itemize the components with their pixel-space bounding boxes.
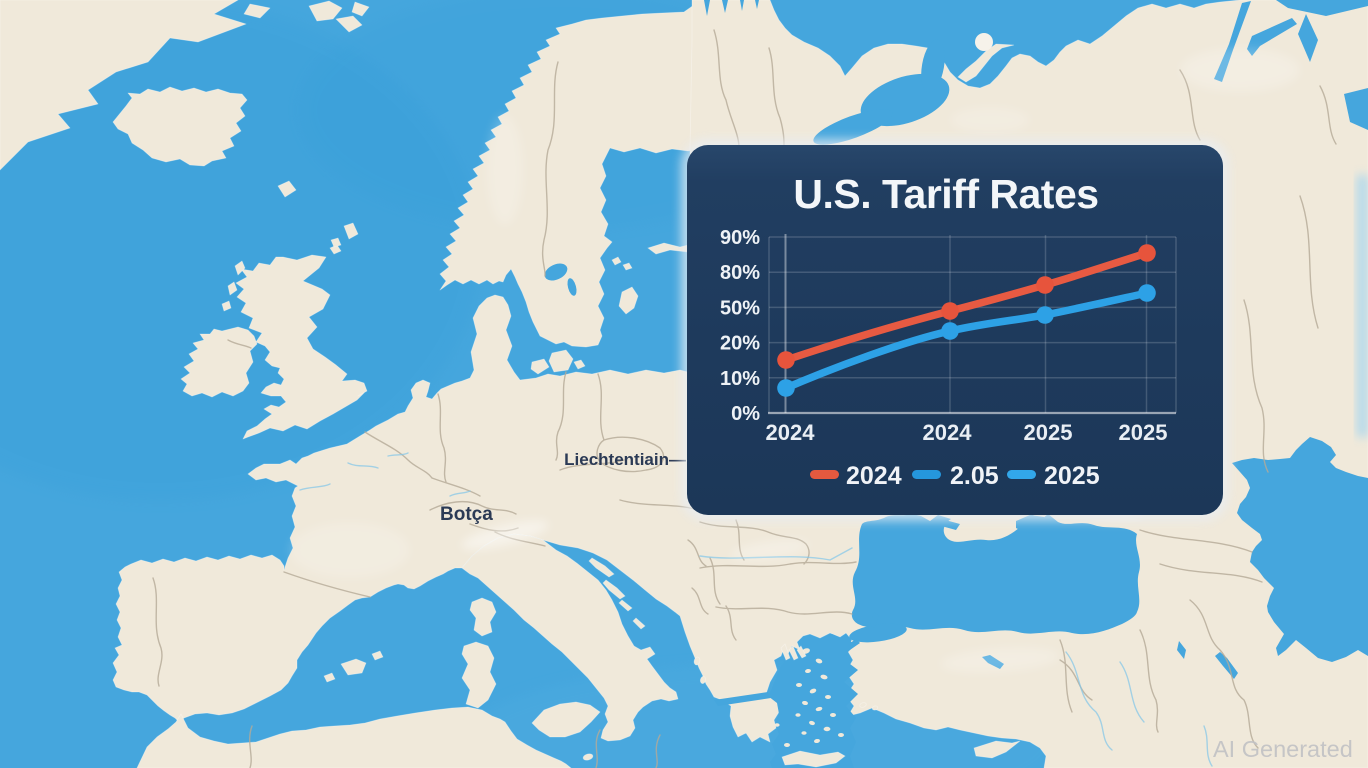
svg-text:2.05: 2.05 xyxy=(950,462,999,490)
svg-text:AI Generated: AI Generated xyxy=(1213,736,1353,762)
svg-text:U.S. Tariff Rates: U.S. Tariff Rates xyxy=(793,171,1098,217)
svg-text:Liechtentiain—: Liechtentiain— xyxy=(564,450,686,469)
svg-text:Botça: Botça xyxy=(440,504,493,525)
svg-text:2025: 2025 xyxy=(1044,462,1100,490)
svg-text:2024: 2024 xyxy=(766,420,816,445)
svg-text:20%: 20% xyxy=(720,333,760,355)
svg-text:80%: 80% xyxy=(720,262,760,284)
svg-text:90%: 90% xyxy=(720,227,760,249)
svg-text:2025: 2025 xyxy=(1024,420,1073,445)
svg-text:50%: 50% xyxy=(720,297,760,319)
svg-text:2025: 2025 xyxy=(1119,420,1168,445)
svg-text:0%: 0% xyxy=(731,403,760,425)
svg-text:2024: 2024 xyxy=(846,462,902,490)
svg-text:2024: 2024 xyxy=(923,420,973,445)
svg-text:10%: 10% xyxy=(720,368,760,390)
